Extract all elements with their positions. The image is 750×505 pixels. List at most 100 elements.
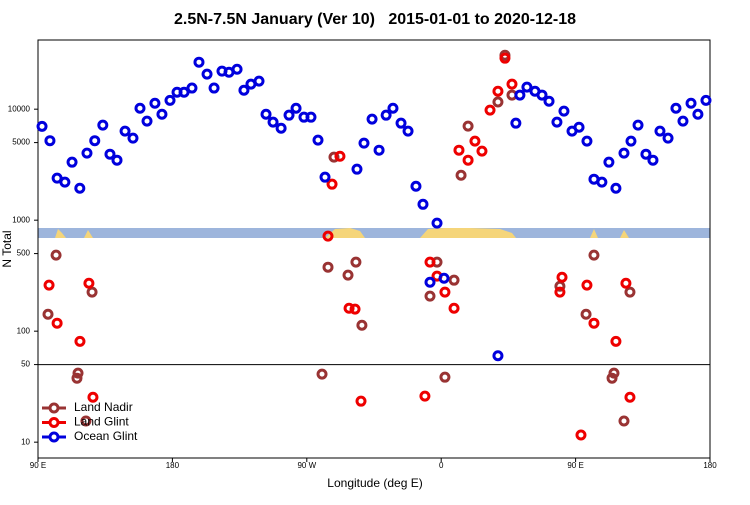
point	[50, 249, 62, 261]
point	[178, 86, 190, 98]
ocean-band	[38, 228, 710, 238]
point	[588, 317, 600, 329]
legend-swatch	[48, 417, 60, 428]
point	[499, 52, 511, 64]
point	[551, 116, 563, 128]
x-tick-label: 90 E	[30, 461, 46, 470]
point	[575, 429, 587, 441]
point	[201, 68, 213, 80]
point	[610, 182, 622, 194]
point	[625, 135, 637, 147]
point	[647, 154, 659, 166]
point	[231, 63, 243, 75]
point	[410, 180, 422, 192]
legend-label: Land Nadir	[74, 400, 133, 414]
point	[536, 89, 548, 101]
point	[492, 350, 504, 362]
point	[431, 217, 443, 229]
point	[322, 261, 334, 273]
point	[402, 125, 414, 137]
point	[326, 178, 338, 190]
y-tick-label: 50	[21, 360, 30, 369]
point	[111, 154, 123, 166]
legend-label: Land Glint	[74, 415, 129, 429]
point	[42, 308, 54, 320]
point	[71, 372, 83, 384]
point	[484, 104, 496, 116]
point	[186, 82, 198, 94]
point	[355, 395, 367, 407]
point	[448, 302, 460, 314]
point	[44, 135, 56, 147]
point	[573, 121, 585, 133]
point	[72, 367, 84, 379]
point	[677, 115, 689, 127]
point	[119, 125, 131, 137]
point	[455, 169, 467, 181]
point	[624, 391, 636, 403]
point	[685, 97, 697, 109]
point	[424, 276, 436, 288]
x-tick-label: 90 W	[297, 461, 316, 470]
point	[74, 182, 86, 194]
y-tick-label: 10000	[8, 104, 31, 113]
point	[670, 102, 682, 114]
point	[581, 135, 593, 147]
point	[87, 391, 99, 403]
land-shapes	[55, 228, 629, 238]
point	[439, 286, 451, 298]
point	[253, 75, 265, 87]
point	[351, 163, 363, 175]
point	[632, 119, 644, 131]
point	[624, 286, 636, 298]
point	[521, 81, 533, 93]
point	[366, 113, 378, 125]
point	[618, 147, 630, 159]
point	[580, 308, 592, 320]
y-axis-label: N Total	[0, 230, 14, 267]
point	[662, 132, 674, 144]
point	[419, 390, 431, 402]
point	[319, 171, 331, 183]
point	[453, 144, 465, 156]
point	[608, 367, 620, 379]
point	[558, 105, 570, 117]
point	[556, 271, 568, 283]
point	[275, 122, 287, 134]
point	[59, 176, 71, 188]
point	[156, 108, 168, 120]
point	[350, 256, 362, 268]
point	[554, 286, 566, 298]
legend-swatch	[48, 402, 60, 414]
point	[74, 335, 86, 347]
point	[81, 147, 93, 159]
point	[349, 303, 361, 315]
point	[373, 144, 385, 156]
point	[342, 269, 354, 281]
point	[640, 148, 652, 160]
point	[193, 56, 205, 68]
point	[581, 279, 593, 291]
point	[141, 115, 153, 127]
x-tick-label: 180	[166, 461, 180, 470]
point	[510, 117, 522, 129]
point	[97, 119, 109, 131]
point	[322, 230, 334, 242]
point	[438, 272, 450, 284]
point	[514, 89, 526, 101]
x-tick-label: 180	[703, 461, 717, 470]
point	[448, 274, 460, 286]
point	[334, 150, 346, 162]
point	[86, 286, 98, 298]
point	[283, 109, 295, 121]
point	[618, 415, 630, 427]
legend-swatch	[48, 431, 60, 443]
point	[36, 120, 48, 132]
point	[127, 132, 139, 144]
point	[89, 135, 101, 147]
point	[424, 256, 436, 268]
point	[620, 277, 632, 289]
y-tick-label: 100	[17, 326, 31, 335]
point	[387, 102, 399, 114]
point	[149, 97, 161, 109]
